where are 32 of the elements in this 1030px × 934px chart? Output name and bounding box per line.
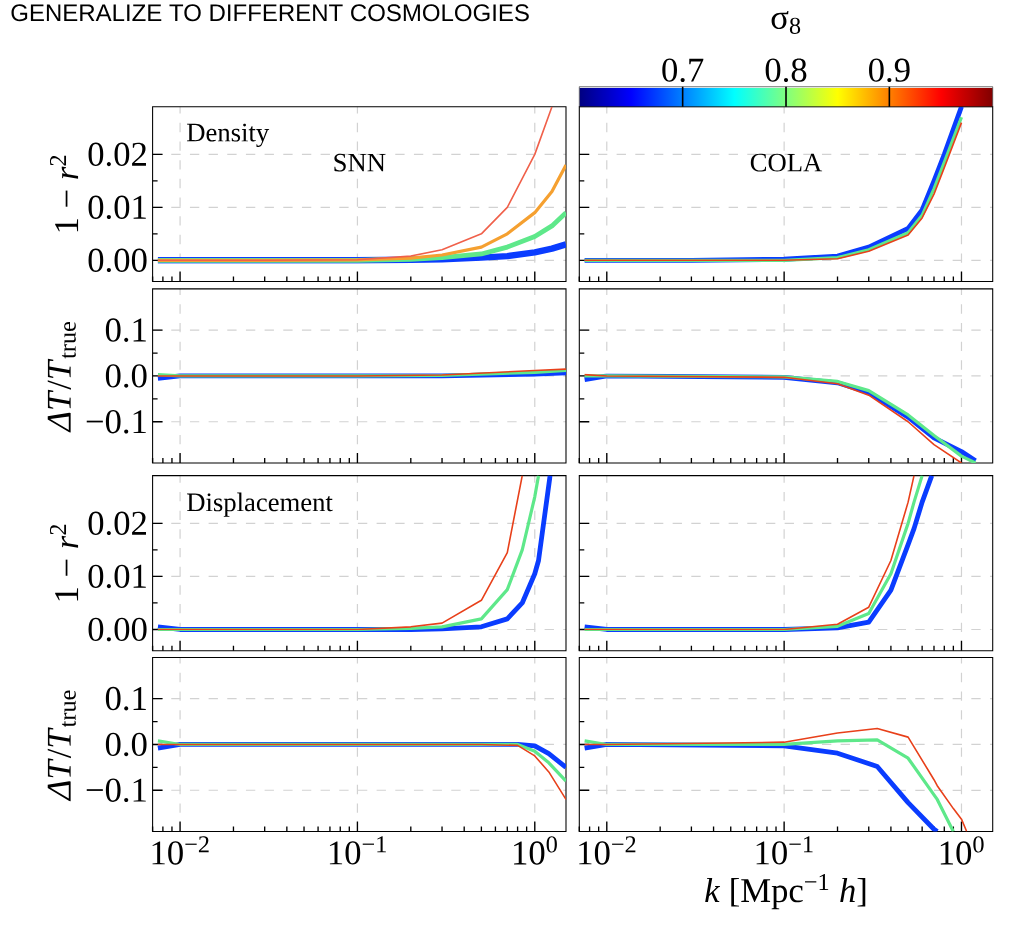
color-bar-label: 0.7 [662,58,704,82]
x-tick-label: 10$^{−2}$ [152,836,209,865]
annotation: Displacement [187,492,333,517]
x-tick-label: 10$^{−2}$ [579,836,636,865]
chart-title: GENERALIZE TO DIFFERENT COSMOLOGIES [11,4,529,22]
y-axis-title: 1 − r$^{2}$ [49,155,79,232]
y-axis-title: ΔT/T$_{true}$ [47,321,76,433]
y-axis-title: 1 − r$^{2}$ [49,524,79,601]
y-tick-label: 0.00 [88,248,147,273]
annotation: SNN [334,153,386,172]
y-tick-label: 0.01 [88,564,146,589]
y-tick-label: 0.00 [88,617,147,642]
annotation: COLA [750,153,823,172]
x-tick-label: 10$^{−1}$ [756,836,813,865]
y-tick-label: 0.02 [88,142,146,167]
x-axis-title: k [Mpc$^{−1}$ h] [705,873,866,910]
y-tick-label: −0.1 [86,778,146,803]
y-tick-label: 0.0 [105,364,147,388]
x-tick-label: 10$^{0}$ [514,836,557,865]
y-axis-title: ΔT/T$_{true}$ [47,690,76,802]
y-tick-label: 0.1 [105,318,146,342]
y-tick-label: 0.02 [88,511,146,536]
y-tick-label: 0.0 [105,732,147,757]
color-bar-label: 0.8 [765,58,807,82]
y-tick-label: −0.1 [86,409,146,434]
x-tick-label: 10$^{0}$ [940,836,984,865]
color-bar-title: σ$_{8}$ [771,11,801,34]
annotation: Density [187,123,270,148]
color-bar-label: 0.9 [869,58,910,82]
x-tick-label: 10$^{−1}$ [329,836,386,865]
y-tick-label: 0.1 [105,686,146,711]
y-tick-label: 0.01 [88,195,146,220]
